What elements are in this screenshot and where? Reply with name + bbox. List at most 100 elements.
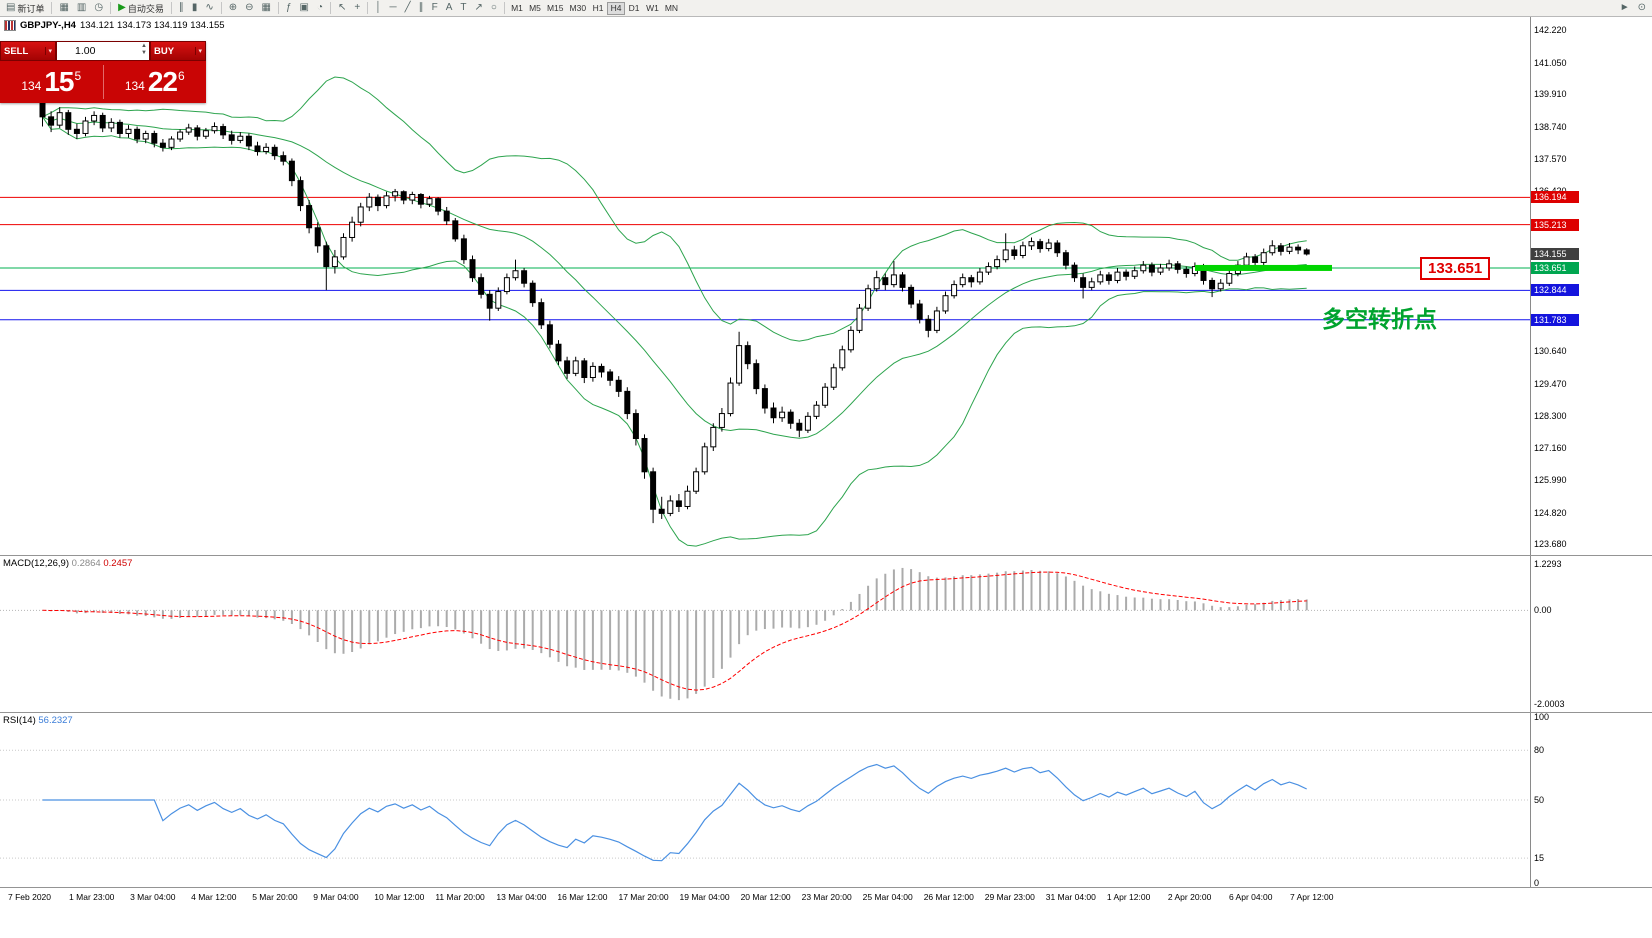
price-axis-label: 130.640 <box>1534 346 1567 357</box>
new-order-button[interactable]: ▤ 新订单 <box>2 1 48 15</box>
text-icon[interactable]: A <box>442 1 457 15</box>
close-value: 134.155 <box>190 20 225 31</box>
time-axis-label: 2 Apr 20:00 <box>1167 892 1212 902</box>
rsi-panel[interactable]: RSI(14) 56.2327 <box>0 713 1530 887</box>
timeframe-m1[interactable]: M1 <box>508 2 526 15</box>
time-axis-label: 20 Mar 12:00 <box>740 892 791 902</box>
alerts-icon[interactable]: ◷ <box>90 1 107 15</box>
sell-price-point: 5 <box>74 69 82 83</box>
template-icon[interactable]: ▣ <box>296 1 313 15</box>
period-icon[interactable]: ◔ <box>313 1 327 15</box>
timeframe-m30[interactable]: M30 <box>567 2 590 15</box>
buy-dropdown-icon[interactable]: ▾ <box>195 47 202 55</box>
cursor-icon[interactable]: ↖ <box>334 1 350 15</box>
buy-price[interactable]: 134 22 6 <box>104 61 207 103</box>
crosshair-icon[interactable]: + <box>350 1 364 15</box>
tile-windows-icon[interactable]: ▦ <box>258 1 275 15</box>
candlestick-chart-icon[interactable]: ▮ <box>188 1 202 15</box>
fibonacci-icon[interactable]: F <box>428 1 442 15</box>
price-divider <box>102 65 104 99</box>
chart-icon <box>4 20 16 31</box>
buy-button[interactable]: BUY ▾ <box>150 41 206 61</box>
trendline-icon[interactable]: ╱ <box>401 1 415 15</box>
ohlc-values: 134.121 134.173 134.119 134.155 <box>80 20 225 31</box>
price-axis-label: 128.300 <box>1534 411 1567 422</box>
macd-name: MACD(12,26,9) <box>3 558 69 569</box>
volume-spinner[interactable]: ▲ ▼ <box>141 43 147 57</box>
toolbar-separator <box>220 2 222 14</box>
rsi-axis-label: 15 <box>1534 853 1545 864</box>
chart-window-icon[interactable]: ▦ <box>55 1 72 15</box>
auto-trading-button-label: 自动交易 <box>127 3 164 14</box>
time-axis[interactable]: 7 Feb 2020 1 Mar 23:00 3 Mar 04:00 4 Mar 12… <box>0 888 1530 908</box>
volume-input[interactable]: 1.00 ▲ ▼ <box>56 41 150 61</box>
timeframe-w1[interactable]: W1 <box>643 2 662 15</box>
time-axis-label: 23 Mar 20:00 <box>801 892 852 902</box>
open-value: 134.121 <box>79 20 115 31</box>
timeframe-d1[interactable]: D1 <box>625 2 643 15</box>
tile-windows-icon: ▦ <box>261 2 271 13</box>
bar-chart-icon[interactable]: ∥ <box>175 1 188 15</box>
sell-button[interactable]: SELL ▾ <box>0 41 56 61</box>
channel-icon: ∥ <box>418 2 424 13</box>
spin-down-icon[interactable]: ▼ <box>141 50 147 56</box>
vertical-line-icon[interactable]: │ <box>371 1 385 15</box>
macd-panel[interactable]: MACD(12,26,9) 0.2864 0.2457 <box>0 556 1530 712</box>
price-axis-label: 125.990 <box>1534 475 1567 486</box>
auto-trading-button[interactable]: ▶ 自动交易 <box>114 1 168 15</box>
macd-axis: 1.2293 0.00 -2.0003 <box>1530 556 1652 712</box>
horizontal-line-icon[interactable]: ─ <box>386 1 401 15</box>
price-axis-tag: 136.194 <box>1531 191 1579 204</box>
timeframe-mn[interactable]: MN <box>662 2 681 15</box>
pivot-note: 多空转折点 <box>1322 306 1437 332</box>
toolbar-separator <box>51 2 53 14</box>
pointer-icon[interactable]: ► <box>1616 1 1634 15</box>
line-chart-icon[interactable]: ∿ <box>201 1 217 15</box>
price-axis-label: 129.470 <box>1534 378 1567 389</box>
timeframe-m5[interactable]: M5 <box>526 2 544 15</box>
toolbar-separator <box>503 2 505 14</box>
chart-window: GBPJPY-,H4 134.121 134.173 134.119 134.1… <box>0 17 1652 556</box>
timeframe-h1[interactable]: H1 <box>589 2 607 15</box>
volume-value: 1.00 <box>75 45 96 57</box>
text-label-icon[interactable]: T <box>456 1 470 15</box>
price-axis[interactable]: 142.220 141.050 139.910 138.740 137.570 136.4… <box>1530 17 1652 555</box>
price-axis-label: 123.680 <box>1534 539 1567 550</box>
text-label-icon: T <box>460 2 467 13</box>
line-chart-icon: ∿ <box>205 2 214 13</box>
arrows-icon[interactable]: ↗ <box>471 1 487 15</box>
time-axis-label: 26 Mar 12:00 <box>923 892 974 902</box>
macd-axis-label: 1.2293 <box>1534 559 1562 569</box>
zoom-in-icon[interactable]: ⊕ <box>225 1 241 15</box>
low-value: 134.119 <box>153 20 188 31</box>
time-axis-label: 1 Mar 23:00 <box>69 892 115 902</box>
indicators-icon[interactable]: ƒ <box>282 1 296 15</box>
profiles-icon[interactable]: ▥ <box>73 1 90 15</box>
time-axis-label: 16 Mar 12:00 <box>557 892 608 902</box>
price-chart[interactable]: GBPJPY-,H4 134.121 134.173 134.119 134.1… <box>0 17 1530 555</box>
shapes-icon[interactable]: ○ <box>487 1 501 15</box>
channel-icon[interactable]: ∥ <box>415 1 428 15</box>
zoom-out-icon[interactable]: ⊖ <box>241 1 257 15</box>
indicators-icon: ƒ <box>285 2 292 13</box>
rsi-axis-label: 100 <box>1534 713 1550 722</box>
chart-title: GBPJPY-,H4 134.121 134.173 134.119 134.1… <box>4 20 225 31</box>
price-axis-label: 136.420 <box>1534 186 1567 196</box>
price-callout[interactable]: 133.651 <box>1420 257 1491 280</box>
sell-price[interactable]: 134 15 5 <box>0 61 103 103</box>
time-axis-label: 17 Mar 20:00 <box>618 892 669 902</box>
time-axis-corner <box>1530 888 1652 908</box>
candlestick-chart-icon: ▮ <box>191 2 198 13</box>
spin-up-icon[interactable]: ▲ <box>141 43 147 49</box>
rsi-value: 56.2327 <box>38 715 73 726</box>
pointer-icon: ► <box>1619 2 1630 13</box>
toolbar-separator <box>110 2 112 14</box>
sell-dropdown-icon[interactable]: ▾ <box>45 47 52 55</box>
time-axis-label: 13 Mar 04:00 <box>496 892 547 902</box>
macd-window: MACD(12,26,9) 0.2864 0.2457 1.2293 0.00 -2… <box>0 556 1652 713</box>
search-icon[interactable]: ⊙ <box>1634 1 1650 15</box>
timeframe-m15[interactable]: M15 <box>544 2 567 15</box>
toolbar-separator <box>170 2 172 14</box>
new-order-button-label: 新订单 <box>17 3 45 14</box>
timeframe-h4[interactable]: H4 <box>607 1 626 15</box>
